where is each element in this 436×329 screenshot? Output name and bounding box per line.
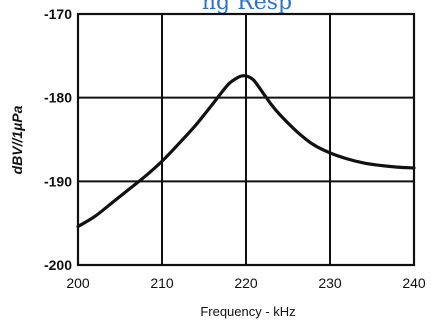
- partial-title: ng Resp: [202, 0, 292, 15]
- y-tick-label-3: -200: [44, 257, 72, 273]
- x-tick-label-4: 240: [402, 275, 426, 291]
- x-tick-label-2: 220: [234, 275, 258, 291]
- x-tick-label-0: 200: [66, 275, 90, 291]
- y-axis-ticks: -170 -180 -190 -200: [44, 6, 72, 273]
- y-tick-label-2: -190: [44, 173, 72, 189]
- y-axis-label: dBV//1µPa: [9, 105, 25, 174]
- x-axis-label: Frequency - kHz: [200, 304, 295, 319]
- x-axis-ticks: 200 210 220 230 240: [66, 275, 426, 291]
- x-tick-label-3: 230: [318, 275, 342, 291]
- y-tick-label-0: -170: [44, 6, 72, 22]
- series-line-0: [76, 74, 416, 229]
- grid: [77, 13, 415, 266]
- axes: [76, 12, 416, 267]
- plot-frame: [76, 12, 416, 267]
- x-tick-label-1: 210: [150, 275, 174, 291]
- series-layer: [76, 74, 416, 229]
- y-tick-label-1: -180: [44, 90, 72, 106]
